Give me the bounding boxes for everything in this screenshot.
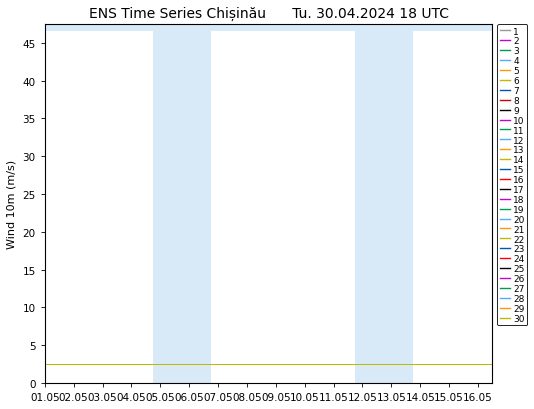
Bar (153, 25, 182, 383)
Bar (384, 25, 413, 383)
Y-axis label: Wind 10m (m/s): Wind 10m (m/s) (7, 160, 17, 248)
Title: ENS Time Series Chișinău      Tu. 30.04.2024 18 UTC: ENS Time Series Chișinău Tu. 30.04.2024 … (89, 7, 449, 21)
Bar (182, 25, 211, 383)
Bar (355, 25, 384, 383)
Legend: 1, 2, 3, 4, 5, 6, 7, 8, 9, 10, 11, 12, 13, 14, 15, 16, 17, 18, 19, 20, 21, 22, 2: 1, 2, 3, 4, 5, 6, 7, 8, 9, 10, 11, 12, 1… (497, 25, 528, 326)
Bar (45, 25, 492, 32)
